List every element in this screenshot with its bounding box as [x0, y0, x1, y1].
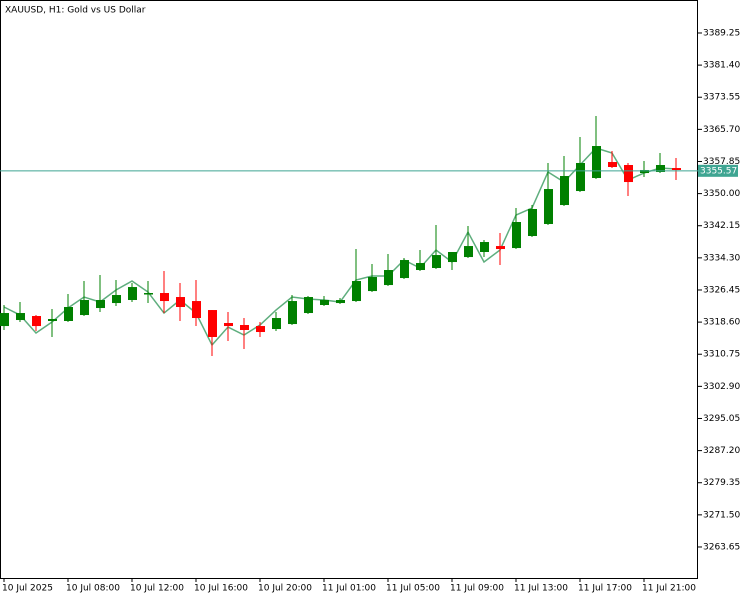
candle-body	[544, 189, 553, 225]
y-tick-label: 3295.05	[703, 414, 740, 424]
x-tick-label: 11 Jul 05:00	[386, 584, 440, 594]
x-tick-label: 10 Jul 08:00	[66, 584, 120, 594]
candle-body	[640, 169, 649, 174]
y-tick-label: 3373.55	[703, 93, 740, 103]
x-tick-label: 11 Jul 13:00	[514, 584, 568, 594]
y-tick-label: 3381.40	[703, 61, 740, 71]
candle-body	[304, 297, 313, 314]
chart-title: XAUUSD, H1: Gold vs US Dollar	[5, 6, 146, 16]
candle-body	[0, 313, 9, 327]
candle-body	[128, 287, 137, 301]
candle-body	[528, 208, 537, 237]
y-tick-label: 3310.75	[703, 350, 740, 360]
candle-body	[672, 168, 681, 170]
candle-body	[16, 313, 25, 321]
candle-body	[80, 300, 89, 316]
y-tick-label: 3342.15	[703, 221, 740, 231]
y-tick-label: 3318.60	[703, 318, 740, 328]
x-tick-label: 11 Jul 01:00	[322, 584, 376, 594]
candle-body	[656, 165, 665, 173]
candle-body	[224, 323, 233, 327]
candle-body	[496, 246, 505, 250]
y-tick-label: 3279.35	[703, 478, 740, 488]
candle-body	[624, 165, 633, 183]
y-tick-label: 3263.65	[703, 542, 740, 552]
candle-body	[560, 176, 569, 206]
candle-body	[144, 293, 153, 295]
candle-body	[432, 255, 441, 269]
candle-body	[272, 318, 281, 330]
candle-body	[608, 162, 617, 168]
current-price-box	[698, 164, 738, 177]
x-tick-label: 10 Jul 20:00	[258, 584, 312, 594]
current-price-label: 3355.57	[700, 166, 737, 176]
y-tick-label: 3365.70	[703, 125, 740, 135]
y-tick-label: 3326.45	[703, 285, 740, 295]
candle-body	[480, 242, 489, 253]
candle-body	[576, 162, 585, 192]
x-tick-label: 10 Jul 2025	[2, 584, 53, 594]
y-tick-label: 3271.50	[703, 510, 740, 520]
candle-body	[448, 252, 457, 263]
x-tick-label: 11 Jul 09:00	[450, 584, 504, 594]
candle-body	[288, 301, 297, 325]
candle-body	[240, 325, 249, 331]
y-tick-label: 3334.30	[703, 253, 740, 263]
y-tick-label: 3287.20	[703, 446, 740, 456]
candle-body	[112, 295, 121, 304]
candle-body	[208, 310, 217, 338]
candle-body	[384, 270, 393, 286]
x-tick-label: 11 Jul 21:00	[642, 584, 696, 594]
candle-body	[512, 222, 521, 249]
y-tick-label: 3302.90	[703, 382, 740, 392]
y-tick-label: 3350.00	[703, 189, 740, 199]
candle-body	[32, 316, 41, 327]
y-tick-label: 3357.85	[703, 157, 740, 167]
x-tick-label: 10 Jul 16:00	[194, 584, 248, 594]
candle-body	[352, 281, 361, 302]
y-tick-label: 3389.25	[703, 28, 740, 38]
candle-body	[256, 326, 265, 333]
candle-body	[416, 263, 425, 271]
candle-body	[368, 277, 377, 292]
candle-body	[400, 260, 409, 279]
candle-body	[48, 318, 57, 322]
candle-body	[336, 300, 345, 304]
candle-body	[192, 301, 201, 319]
candle-body	[176, 297, 185, 308]
candle-body	[96, 300, 105, 309]
candle-body	[592, 146, 601, 179]
candle-body	[320, 300, 329, 306]
candle-body	[64, 307, 73, 322]
candle-body	[160, 293, 169, 302]
x-tick-label: 11 Jul 17:00	[578, 584, 632, 594]
x-tick-label: 10 Jul 12:00	[130, 584, 184, 594]
candle-body	[464, 246, 473, 258]
